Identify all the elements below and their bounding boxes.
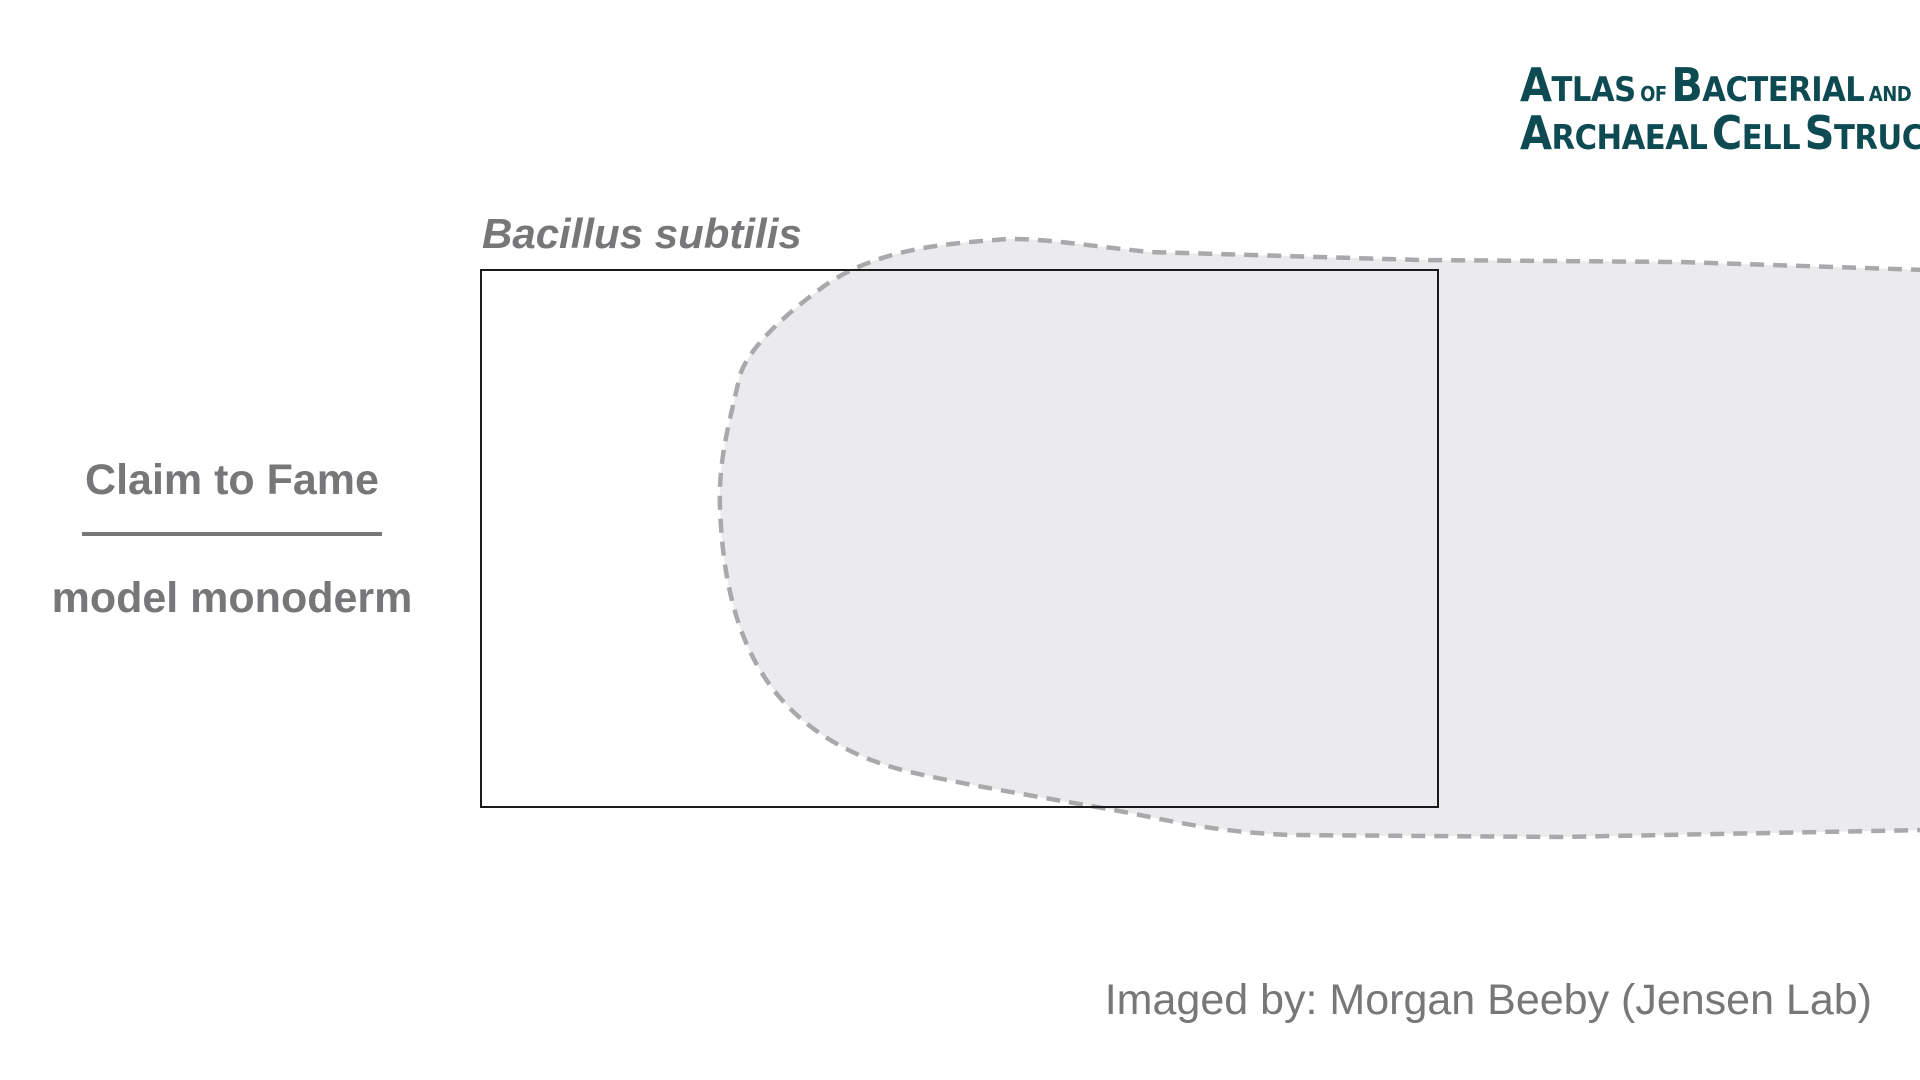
logo-letter: B <box>1671 58 1703 112</box>
claim-to-fame-value: model monoderm <box>51 574 413 622</box>
claim-to-fame-divider <box>82 532 382 536</box>
logo-letter: A <box>1520 58 1552 112</box>
logo-letter: S <box>1804 106 1835 160</box>
atlas-logo: ATLAS OF BACTERIAL AND ARCHAEAL CELL STR… <box>1520 62 1920 158</box>
logo-word: OF <box>1640 82 1667 106</box>
species-title: Bacillus subtilis <box>482 210 802 257</box>
logo-line-2: ARCHAEAL CELL STRUCTURE <box>1520 110 1920 158</box>
logo-word: AND <box>1868 82 1912 106</box>
logo-word: RCHAEAL <box>1551 118 1708 158</box>
image-credit: Imaged by: Morgan Beeby (Jensen Lab) <box>1104 976 1872 1024</box>
logo-letter: C <box>1711 106 1742 160</box>
logo-letter: A <box>1520 106 1552 160</box>
logo-word: TRUCTURE <box>1833 118 1920 158</box>
claim-to-fame-heading: Claim to Fame <box>85 456 379 504</box>
logo-word: ELL <box>1741 118 1801 158</box>
logo-word: ACTERIAL <box>1702 70 1865 110</box>
logo-line-1: ATLAS OF BACTERIAL AND <box>1520 62 1912 110</box>
logo-word: TLAS <box>1551 70 1637 110</box>
image-placeholder-frame <box>480 269 1439 808</box>
